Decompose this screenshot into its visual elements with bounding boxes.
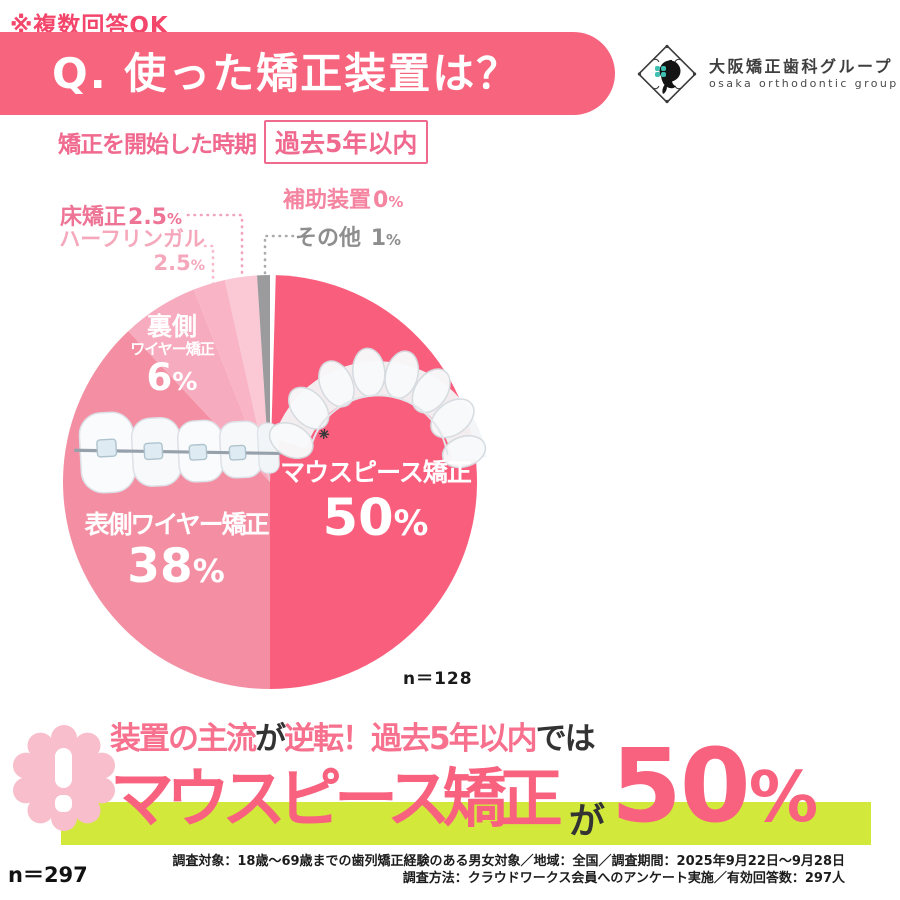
clear-aligner-illustration xyxy=(268,347,487,469)
survey-note-line2: 調査方法：クラウドワークス会員へのアンケート実施／有効回答数：297人 xyxy=(402,871,845,886)
banner-key-finding: マウスピース矯正 が 50% xyxy=(110,736,818,848)
highlight-strip xyxy=(61,802,871,845)
banner-device-name: マウスピース矯正 xyxy=(110,763,563,837)
callout-other: その他 1% xyxy=(295,226,401,251)
slice-label-front-wire: 表側ワイヤー矯正 38% xyxy=(84,510,269,594)
pie-chart xyxy=(62,213,487,689)
callout-half-lingual: ハーフリンガル 2.5% xyxy=(59,227,205,275)
banner-headline: 装置の主流が逆転！過去5年以内では xyxy=(110,721,596,757)
clinic-name-jp: 大阪矯正歯科グループ xyxy=(709,57,894,77)
banner-percentage: 50% xyxy=(610,727,818,846)
banner-connector: が xyxy=(568,801,605,842)
callout-floor-expander: 床矯正2.5% xyxy=(60,205,182,230)
wire-braces-illustration xyxy=(74,411,281,494)
question-title: Q. 使った矯正装置は？ xyxy=(52,49,521,98)
clinic-logo-mark-icon xyxy=(637,44,697,104)
question-header-bar: Q. 使った矯正装置は？ xyxy=(0,32,615,115)
clinic-logo: 大阪矯正歯科グループ osaka orthodontic group xyxy=(635,42,899,106)
callout-auxiliary-device: 補助装置0% xyxy=(283,188,404,213)
asterisk-mark xyxy=(319,428,330,439)
period-value-box: 過去5年以内 xyxy=(264,120,429,164)
exclamation-badge-icon xyxy=(13,725,115,831)
total-sample-size: n＝297 xyxy=(8,863,88,887)
slice-label-mouthpiece: マウスピース矯正 50% xyxy=(280,458,472,548)
survey-methodology-notes: 調査対象：18歳〜69歳までの歯列矯正経験のある男女対象／地域：全国／調査期間：… xyxy=(172,853,845,887)
pie-sample-size: n＝128 xyxy=(403,669,473,689)
slice-label-lingual-wire: 裏側 ワイヤー矯正 6% xyxy=(130,312,215,399)
clinic-name-en: osaka orthodontic group xyxy=(709,77,899,91)
survey-note-line1: 調査対象：18歳〜69歳までの歯列矯正経験のある男女対象／地域：全国／調査期間：… xyxy=(172,854,845,869)
survey-period: 矯正を開始した時期 過去5年以内 xyxy=(58,120,429,164)
period-label: 矯正を開始した時期 xyxy=(58,132,257,158)
leader-lines xyxy=(186,213,295,292)
